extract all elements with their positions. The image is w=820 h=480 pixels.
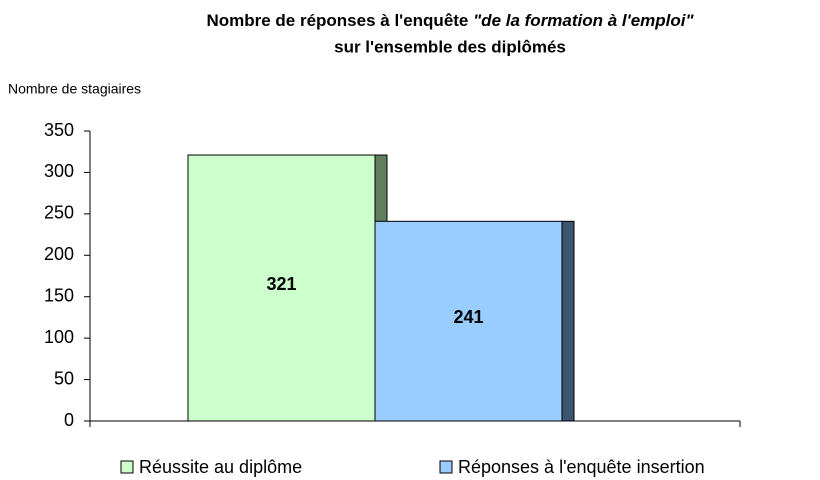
- bar: [374, 220, 563, 422]
- y-tick-label: 100: [44, 327, 74, 347]
- y-tick-label: 0: [64, 410, 74, 430]
- title-part: "de la formation à l'emploi": [473, 11, 694, 30]
- y-tick-label: 50: [54, 368, 74, 388]
- legend-label: Réponses à l'enquête insertion: [458, 457, 705, 477]
- chart-title: sur l'ensemble des diplômés: [334, 37, 566, 56]
- y-tick-label: 200: [44, 244, 74, 264]
- y-tick-label: 250: [44, 203, 74, 223]
- bar: [187, 154, 376, 422]
- y-axis-label: Nombre de stagiaires: [8, 81, 141, 97]
- title-part: Nombre de réponses à l'enquête: [206, 11, 468, 30]
- legend-swatch: [120, 460, 134, 474]
- y-tick-label: 350: [44, 120, 74, 140]
- data-label: 321: [266, 274, 296, 294]
- bar-side: [561, 220, 575, 422]
- y-tick-label: 300: [44, 161, 74, 181]
- chart-title: Nombre de réponses à l'enquête "de la fo…: [206, 11, 694, 30]
- y-tick-label: 150: [44, 285, 74, 305]
- legend-label: Réussite au diplôme: [139, 457, 302, 477]
- legend-swatch: [439, 460, 453, 474]
- data-label: 241: [453, 307, 483, 327]
